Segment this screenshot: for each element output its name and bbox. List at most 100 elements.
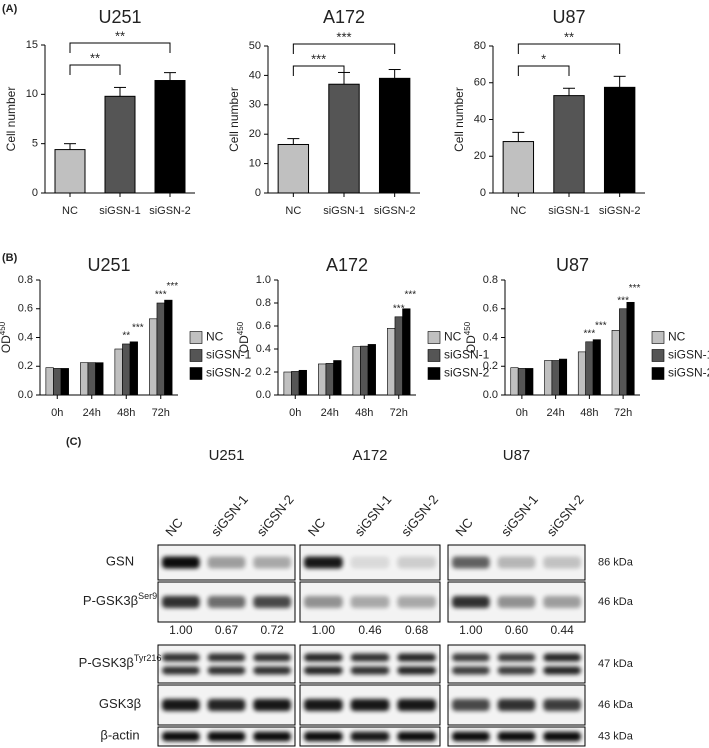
chart-title: A172 [326, 255, 368, 275]
legend-label: siGSN-2 [444, 366, 490, 380]
legend-label: siGSN-2 [206, 366, 252, 380]
blot-band [497, 699, 536, 711]
significance-bracket [517, 65, 570, 76]
blot-band [350, 666, 390, 675]
lane-label: siGSN-2 [398, 492, 441, 539]
bar [626, 301, 635, 396]
blot-band [497, 653, 536, 662]
x-tick-label: 48h [580, 407, 598, 419]
lane-label: siGSN-2 [544, 492, 587, 539]
y-axis-label-sup: 450 [0, 321, 7, 335]
blot-band [497, 596, 536, 608]
bar [45, 367, 54, 396]
bar [283, 371, 292, 396]
blot-band [253, 556, 291, 569]
blot-band [452, 666, 490, 675]
quantification: 1.00 [459, 623, 483, 637]
blot-band [207, 653, 246, 662]
x-tick-label: NC [285, 205, 301, 217]
blot-group-title: U251 [209, 447, 245, 464]
blot-band [207, 556, 246, 569]
significance-label: *** [595, 320, 607, 331]
y-axis-label: OD450 [0, 321, 13, 353]
bar [502, 141, 535, 194]
x-tick-label: 48h [355, 407, 373, 419]
blot-band [452, 653, 490, 662]
x-tick-label: 72h [390, 407, 408, 419]
significance-label: * [541, 51, 546, 66]
lane-label: siGSN-1 [208, 492, 251, 539]
y-tick-label: 0.4 [256, 343, 271, 355]
x-tick-label: 24h [321, 407, 339, 419]
row-label-sup: Ser9 [138, 591, 157, 601]
x-tick-label: siGSN-2 [599, 205, 641, 217]
legend-swatch [189, 331, 203, 344]
legend-label: siGSN-2 [668, 366, 709, 380]
y-tick-label: 40 [474, 113, 486, 125]
legend-swatch [427, 349, 441, 362]
y-axis-label-sup: 450 [463, 321, 472, 335]
blot-band [304, 653, 343, 662]
y-axis-label-text: Cell number [227, 87, 241, 152]
blot-band [543, 731, 581, 742]
error-bar [64, 143, 76, 150]
significance-label: *** [404, 289, 416, 300]
row-label-text: GSK3β [99, 696, 141, 711]
row-label-text: P-GSK3β [83, 593, 138, 608]
x-tick-label: siGSN-2 [374, 205, 416, 217]
significance-label: *** [132, 322, 144, 333]
blot-band [162, 666, 200, 675]
bar [611, 330, 620, 396]
y-tick-label: 0.8 [483, 274, 498, 286]
molecular-weight: 46 kDa [598, 699, 634, 711]
blot-band [162, 699, 200, 711]
bar [54, 149, 86, 194]
y-tick-label: 0.4 [483, 331, 498, 343]
lane-label: NC [305, 515, 329, 539]
y-tick-label: 40 [249, 69, 261, 81]
molecular-weight: 86 kDa [598, 556, 634, 568]
quantification: 0.60 [505, 623, 529, 637]
molecular-weight: 43 kDa [598, 730, 634, 742]
blot-band [304, 699, 343, 711]
blot-group-title: U87 [503, 447, 531, 464]
blot-band [350, 731, 390, 742]
row-label-text: β-actin [100, 728, 139, 743]
molecular-weight: 47 kDa [598, 658, 634, 670]
lane-label: NC [452, 515, 476, 539]
y-tick-label: 0 [32, 187, 38, 199]
error-bar [613, 75, 626, 88]
bar [328, 83, 360, 194]
bar [291, 371, 300, 396]
bar [517, 368, 526, 396]
legend-swatch [189, 349, 203, 362]
blot-band [452, 596, 490, 608]
y-axis-label: OD450 [236, 321, 252, 353]
bar [149, 318, 158, 396]
significance-label: *** [166, 281, 178, 292]
blot-band [253, 731, 291, 742]
bar [553, 95, 585, 194]
bar [154, 80, 186, 194]
panel-label: (C) [66, 436, 82, 448]
bar [360, 345, 369, 396]
y-tick-label: 0.0 [483, 389, 498, 401]
bar [378, 77, 411, 194]
bar [325, 363, 334, 396]
blot-band [543, 666, 581, 675]
y-tick-label: 0 [255, 187, 261, 199]
y-axis-label-text: Cell number [4, 87, 18, 152]
blot-band [397, 731, 436, 742]
quantification: 1.00 [169, 623, 193, 637]
significance-bracket [69, 42, 171, 53]
legend-swatch [651, 367, 665, 380]
error-bar [388, 69, 401, 79]
quantification: 1.00 [312, 623, 336, 637]
blot-band [350, 699, 390, 711]
legend-swatch [651, 349, 665, 362]
y-tick-label: 1.0 [256, 274, 271, 286]
legend-label: siGSN-1 [206, 348, 252, 362]
blot-band [162, 731, 200, 742]
legend-label: NC [668, 330, 686, 344]
